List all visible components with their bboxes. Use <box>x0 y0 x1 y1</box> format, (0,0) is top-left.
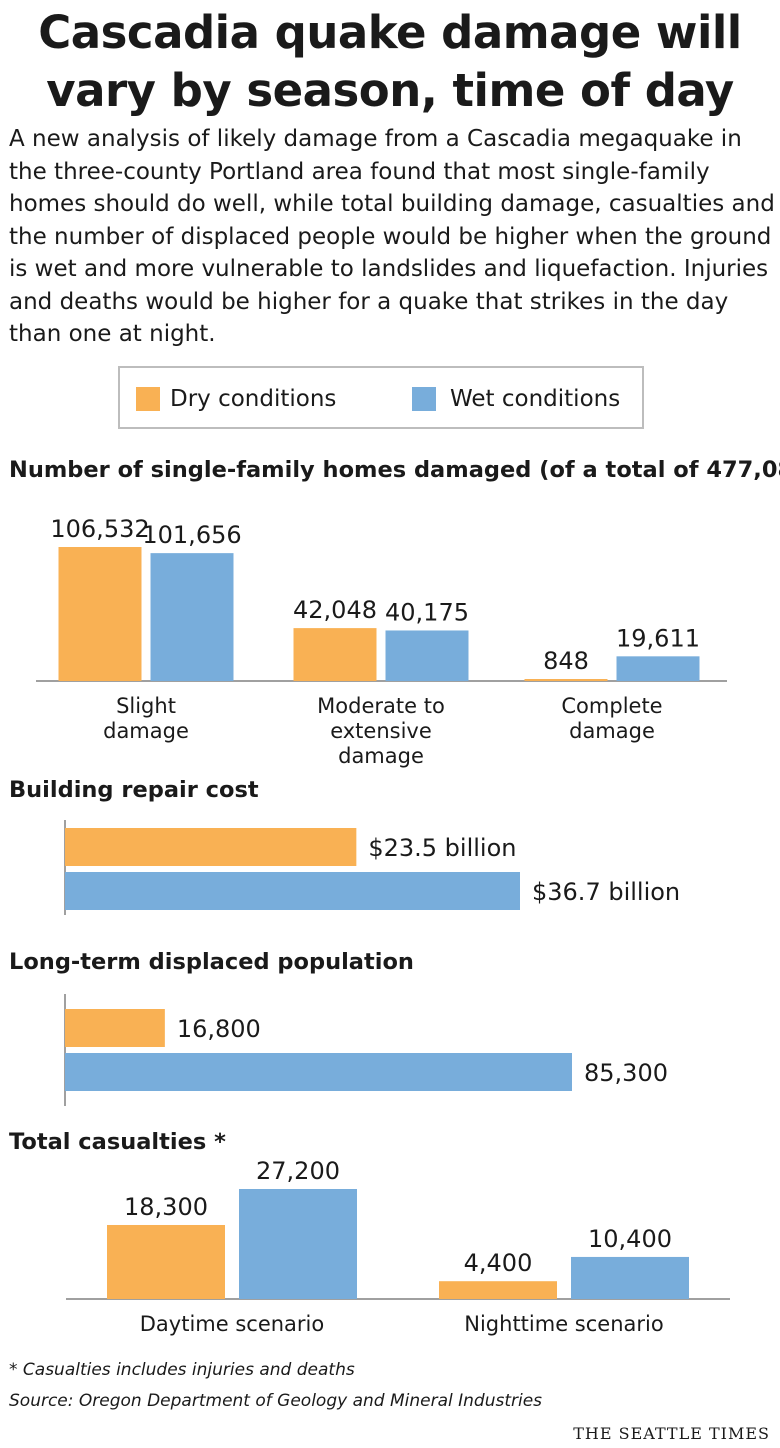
category-label-moderate-to-extensive-damage-line-3: damage <box>338 744 424 768</box>
data-label-dry: $23.5 billion <box>368 834 516 862</box>
data-label-dry: 16,800 <box>177 1015 261 1043</box>
category-label-daytime-scenario: Daytime scenario <box>140 1312 325 1336</box>
source-note: Source: Oregon Department of Geology and… <box>9 1391 543 1411</box>
data-label-moderate-to-extensive-damage-wet: 40,175 <box>385 598 469 626</box>
displaced-chart-title: Long-term displaced population <box>9 949 414 975</box>
data-label-daytime-scenario-dry: 18,300 <box>124 1193 208 1221</box>
bar-dry <box>65 828 357 866</box>
category-label-complete-damage-line-1: Complete <box>561 694 662 718</box>
casualties-chart-title: Total casualties * <box>9 1129 226 1155</box>
data-label-nighttime-scenario-dry: 4,400 <box>464 1249 533 1277</box>
data-label-slight-damage-wet: 101,656 <box>142 521 241 549</box>
bar-nighttime-scenario-dry <box>439 1281 557 1299</box>
category-label-slight-damage-line-1: Slight <box>116 694 176 718</box>
bar-wet <box>65 1053 572 1091</box>
bar-moderate-to-extensive-damage-wet <box>385 630 469 681</box>
data-label-moderate-to-extensive-damage-dry: 42,048 <box>293 596 377 624</box>
category-label-slight-damage-line-2: damage <box>103 719 189 743</box>
casualties-footnote: * Casualties includes injuries and death… <box>9 1360 355 1380</box>
homes-chart-title: Number of single-family homes damaged (o… <box>9 457 780 483</box>
page-title: Cascadia quake damage will vary by seaso… <box>38 6 742 117</box>
bar-dry <box>65 1009 165 1047</box>
category-label-moderate-to-extensive-damage-line-1: Moderate to <box>317 694 445 718</box>
category-label-moderate-to-extensive-damage-line-2: extensive <box>330 719 432 743</box>
data-label-complete-damage-wet: 19,611 <box>616 624 700 652</box>
category-label-nighttime-scenario: Nighttime scenario <box>464 1312 663 1336</box>
data-label-slight-damage-dry: 106,532 <box>50 515 149 543</box>
data-label-wet: $36.7 billion <box>532 878 680 906</box>
bar-slight-damage-wet <box>150 553 234 681</box>
legend-dry-swatch <box>136 387 160 411</box>
legend-wet-swatch <box>412 387 436 411</box>
data-label-complete-damage-dry: 848 <box>543 647 589 675</box>
bar-nighttime-scenario-wet <box>571 1256 689 1299</box>
data-label-wet: 85,300 <box>584 1059 668 1087</box>
casualties-chart: 18,300 27,200 Daytime scenario 4,400 10,400 N… <box>66 1157 730 1336</box>
category-label-complete-damage-line-2: damage <box>569 719 655 743</box>
legend-dry-label: Dry conditions <box>170 386 337 412</box>
legend: Dry conditions Wet conditions <box>118 366 644 429</box>
bar-wet <box>65 872 520 910</box>
intro-text: A new analysis of likely damage from a C… <box>9 126 775 347</box>
bar-complete-damage-wet <box>616 656 700 681</box>
displaced-population-chart: 16,800 85,300 <box>64 994 668 1106</box>
data-label-nighttime-scenario-wet: 10,400 <box>588 1225 672 1253</box>
bar-daytime-scenario-dry <box>107 1224 225 1299</box>
legend-wet-label: Wet conditions <box>450 386 621 412</box>
bar-moderate-to-extensive-damage-dry <box>293 628 377 681</box>
bar-complete-damage-dry <box>524 679 608 681</box>
bar-slight-damage-dry <box>58 547 142 681</box>
publisher-credit: THE SEATTLE TIMES <box>573 1424 770 1443</box>
repair-chart-title: Building repair cost <box>9 777 259 803</box>
data-label-daytime-scenario-wet: 27,200 <box>256 1157 340 1185</box>
bar-daytime-scenario-wet <box>239 1189 357 1299</box>
repair-cost-chart: $23.5 billion $36.7 billion <box>64 820 680 915</box>
